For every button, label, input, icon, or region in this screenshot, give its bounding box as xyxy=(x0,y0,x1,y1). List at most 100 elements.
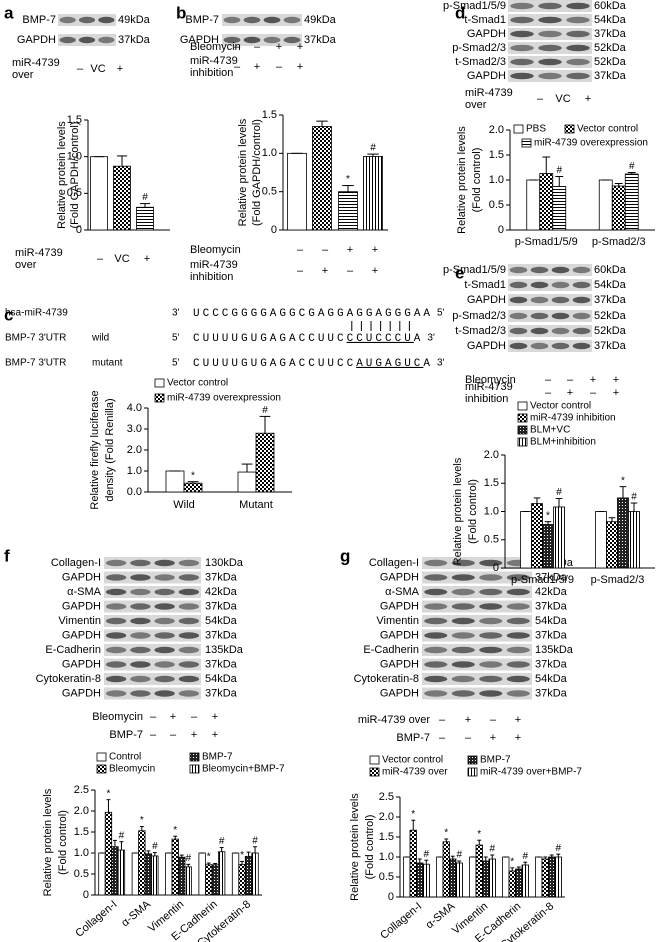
sequence: UCCCGGGGAGGCGAGGAGGAGGGAA xyxy=(193,308,433,320)
blot-band xyxy=(178,661,200,668)
sequence-end: 5' xyxy=(437,308,445,319)
blot-strip xyxy=(222,34,302,46)
y-tick-label: 1.0 xyxy=(489,174,504,186)
protein-label: BMP-7 xyxy=(22,14,56,26)
legend-label: BMP-7 xyxy=(480,755,511,766)
sequence: CUUUUGUGAGACCUUC xyxy=(193,333,347,345)
legend-swatch xyxy=(467,767,478,777)
protein-label: t-Smad1 xyxy=(464,279,506,291)
blot-band xyxy=(451,559,475,567)
bar xyxy=(542,524,554,569)
panel-letter: c xyxy=(4,305,13,324)
y-tick-label: 0.5 xyxy=(489,199,504,211)
legend-label: Bleomycin+BMP-7 xyxy=(202,764,285,775)
blot-band xyxy=(551,327,570,335)
legend-label: BMP-7 xyxy=(202,752,233,763)
bar xyxy=(90,156,108,231)
y-tick-label: 0 xyxy=(76,224,82,236)
blot-band xyxy=(572,327,591,335)
condition-mark: – xyxy=(465,732,472,744)
bar xyxy=(111,846,119,896)
blot-band xyxy=(178,574,200,581)
blot-strip xyxy=(422,571,532,584)
condition-mark: – xyxy=(297,244,304,256)
y-tick-label: 2.0 xyxy=(489,124,504,136)
blot-band xyxy=(130,559,151,567)
blot-strip xyxy=(422,658,532,671)
bar xyxy=(469,856,477,898)
sequence: CUUUUGUGAGACCUUCC xyxy=(193,358,356,370)
size-label: 54kDa xyxy=(535,615,568,627)
bar xyxy=(144,853,153,896)
bar xyxy=(617,497,629,569)
blot-band xyxy=(530,342,549,350)
blot-band xyxy=(130,603,151,610)
protein-label: p-Smad1/5/9 xyxy=(443,0,506,12)
size-label: 37kDa xyxy=(535,629,568,641)
legend-swatch xyxy=(369,755,380,765)
protein-label: p-Smad2/3 xyxy=(452,310,506,322)
significance: # xyxy=(185,853,191,864)
blot-band xyxy=(424,661,448,668)
protein-label: GAPDH xyxy=(467,70,506,82)
condition-mark: VC xyxy=(555,93,570,105)
blot-band xyxy=(510,58,534,66)
blot-band xyxy=(506,661,530,668)
protein-label: GAPDH xyxy=(180,34,219,46)
y-tick-label: 1.0 xyxy=(379,851,394,863)
bar xyxy=(416,862,424,898)
blot-band xyxy=(105,559,127,567)
sequence-name: BMP-7 3'UTR xyxy=(5,358,66,369)
blot-band xyxy=(538,44,562,52)
blot-band xyxy=(154,588,175,596)
bar xyxy=(117,849,126,896)
blot-band xyxy=(263,36,281,44)
size-label: 37kDa xyxy=(304,34,337,46)
condition-mark: + xyxy=(144,253,150,265)
y-tick-label: 0 xyxy=(271,224,277,236)
blot-band xyxy=(538,16,562,24)
condition-label: Bleomycin xyxy=(92,711,143,723)
protein-label: t-Smad1 xyxy=(464,14,506,26)
condition-mark: – xyxy=(191,711,198,723)
blot-band xyxy=(178,632,200,639)
blot-strip xyxy=(422,687,532,700)
sequence-start: 3' xyxy=(172,308,180,319)
sequence-end: 3' xyxy=(437,358,445,369)
size-label: 42kDa xyxy=(205,586,238,598)
blot-strip xyxy=(508,279,592,291)
bar xyxy=(231,852,240,896)
y-tick-label: 0 xyxy=(388,891,394,903)
blot-band xyxy=(506,617,530,625)
blot-band xyxy=(130,588,151,596)
blot-band xyxy=(572,342,591,350)
bar xyxy=(244,855,253,896)
blot-band xyxy=(130,661,151,668)
legend-label: miR-4739 over+BMP-7 xyxy=(480,767,582,778)
y-tick-label: 2.5 xyxy=(379,791,394,803)
legend-swatch xyxy=(513,124,524,134)
size-label: 130kDa xyxy=(205,557,244,569)
size-label: 49kDa xyxy=(304,14,337,26)
blot-band xyxy=(479,574,503,581)
y-tick-label: 1.0 xyxy=(127,465,142,477)
condition-mark: – xyxy=(77,63,84,75)
significance: # xyxy=(456,850,462,861)
blot-band xyxy=(538,72,562,80)
blot-band xyxy=(154,617,175,625)
condition-mark: + xyxy=(170,711,176,723)
significance: * xyxy=(444,828,448,839)
blot-band xyxy=(424,646,448,654)
condition-label: over xyxy=(12,69,34,81)
size-label: 37kDa xyxy=(535,687,568,699)
blot-band xyxy=(551,266,570,274)
bar xyxy=(606,521,618,569)
blot-strip xyxy=(422,673,532,685)
blot-strip xyxy=(422,600,532,613)
blot-band xyxy=(479,661,503,668)
y-axis-label: Relative firefly luciferase xyxy=(89,390,101,509)
y-tick-label: 1.0 xyxy=(484,505,499,517)
protein-label: p-Smad1/5/9 xyxy=(443,264,506,276)
bar xyxy=(151,855,159,896)
condition-mark: + xyxy=(212,729,218,741)
